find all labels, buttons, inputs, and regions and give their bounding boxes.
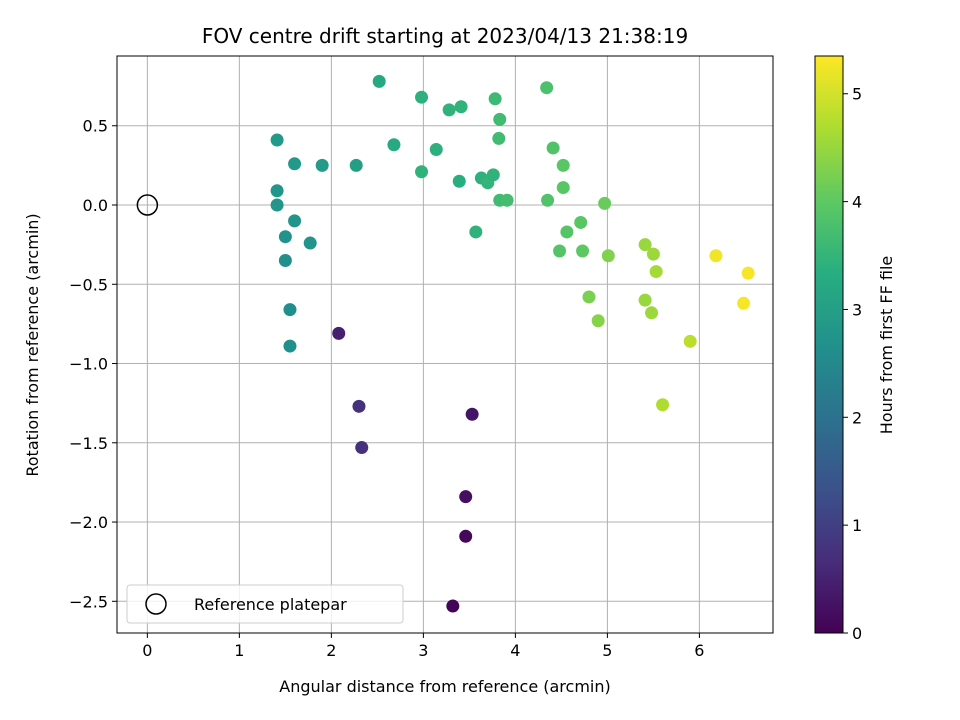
colorbar-tick-label: 4: [852, 193, 862, 212]
data-point: [332, 326, 346, 340]
data-point: [387, 138, 401, 152]
data-point: [598, 196, 612, 210]
legend: Reference platepar: [126, 584, 404, 624]
data-point: [556, 181, 570, 195]
colorbar: 0 1 2 3 4 5 Hours from first FF file: [814, 55, 896, 643]
data-point: [452, 174, 466, 188]
scatter-points: [270, 74, 755, 613]
x-tick-label: 4: [510, 641, 520, 660]
data-point: [541, 193, 555, 207]
data-point: [459, 490, 473, 504]
data-point: [283, 303, 297, 317]
data-point: [638, 238, 652, 252]
y-tick-label: −1.0: [69, 355, 108, 374]
data-point: [372, 74, 386, 88]
data-point: [270, 133, 284, 147]
data-point: [683, 334, 697, 348]
data-point: [278, 230, 292, 244]
data-point: [315, 158, 329, 172]
colorbar-tick-label: 1: [852, 516, 862, 535]
data-point: [415, 165, 429, 179]
data-point: [469, 225, 483, 239]
data-point: [415, 90, 429, 104]
x-tick-label: 6: [694, 641, 704, 660]
data-point: [656, 398, 670, 412]
y-tick-label: 0.0: [83, 196, 108, 215]
data-point: [288, 214, 302, 228]
data-point: [646, 247, 660, 261]
colorbar-tick-label: 2: [852, 408, 862, 427]
data-point: [442, 103, 456, 117]
y-tick-label: −1.5: [69, 434, 108, 453]
data-point: [355, 441, 369, 455]
data-point: [556, 158, 570, 172]
data-point: [582, 290, 596, 304]
colorbar-gradient: [814, 55, 844, 634]
data-point: [492, 131, 506, 145]
data-point: [283, 339, 297, 353]
data-point: [270, 198, 284, 212]
data-point: [560, 225, 574, 239]
reference-platepar-marker: [136, 194, 159, 216]
data-point: [446, 599, 460, 613]
data-point: [709, 249, 723, 263]
y-tick-label: −0.5: [69, 275, 108, 294]
data-point: [540, 81, 554, 95]
y-axis-label: Rotation from reference (arcmin): [23, 213, 42, 476]
data-point: [349, 158, 363, 172]
data-point: [429, 143, 443, 157]
chart-title: FOV centre drift starting at 2023/04/13 …: [202, 24, 688, 48]
x-tick-label: 0: [142, 641, 152, 660]
y-tick-label: −2.0: [69, 513, 108, 532]
y-tick-label: −2.5: [69, 592, 108, 611]
plot-frame: [116, 55, 774, 634]
colorbar-tick-label: 5: [852, 85, 862, 104]
data-point: [454, 100, 468, 114]
x-tick-label: 5: [602, 641, 612, 660]
data-point: [737, 296, 751, 310]
data-point: [278, 253, 292, 267]
data-point: [459, 529, 473, 543]
data-point: [303, 236, 317, 250]
data-point: [645, 306, 659, 320]
legend-marker: [145, 593, 167, 615]
data-point: [546, 141, 560, 155]
data-point: [352, 399, 366, 413]
data-point: [288, 157, 302, 171]
data-point: [741, 266, 755, 280]
data-point: [576, 244, 590, 258]
colorbar-tick-label: 0: [852, 624, 862, 643]
data-point: [649, 265, 663, 279]
data-point: [488, 92, 502, 106]
colorbar-ticks: 0 1 2 3 4 5: [843, 85, 862, 643]
x-tick-label: 2: [326, 641, 336, 660]
x-axis-label: Angular distance from reference (arcmin): [279, 677, 610, 696]
x-tick-label: 1: [234, 641, 244, 660]
data-point: [574, 215, 588, 229]
data-point: [486, 168, 500, 182]
data-point: [500, 193, 514, 207]
x-axis-ticks: 0 1 2 3 4 5 6: [142, 633, 704, 660]
data-point: [553, 244, 567, 258]
data-point: [601, 249, 615, 263]
colorbar-label: Hours from first FF file: [877, 256, 896, 435]
y-axis-ticks: 0.5 0.0 −0.5 −1.0 −1.5 −2.0 −2.5: [69, 117, 117, 611]
grid-lines: [117, 56, 773, 633]
x-tick-label: 3: [418, 641, 428, 660]
legend-label: Reference platepar: [194, 595, 347, 614]
colorbar-tick-label: 3: [852, 300, 862, 319]
y-tick-label: 0.5: [83, 117, 108, 136]
data-point: [270, 184, 284, 198]
data-point: [493, 112, 507, 126]
data-point: [638, 293, 652, 307]
data-point: [465, 407, 479, 421]
reference-marker-group: [136, 194, 159, 216]
legend-box: [126, 584, 404, 624]
data-point: [591, 314, 605, 328]
